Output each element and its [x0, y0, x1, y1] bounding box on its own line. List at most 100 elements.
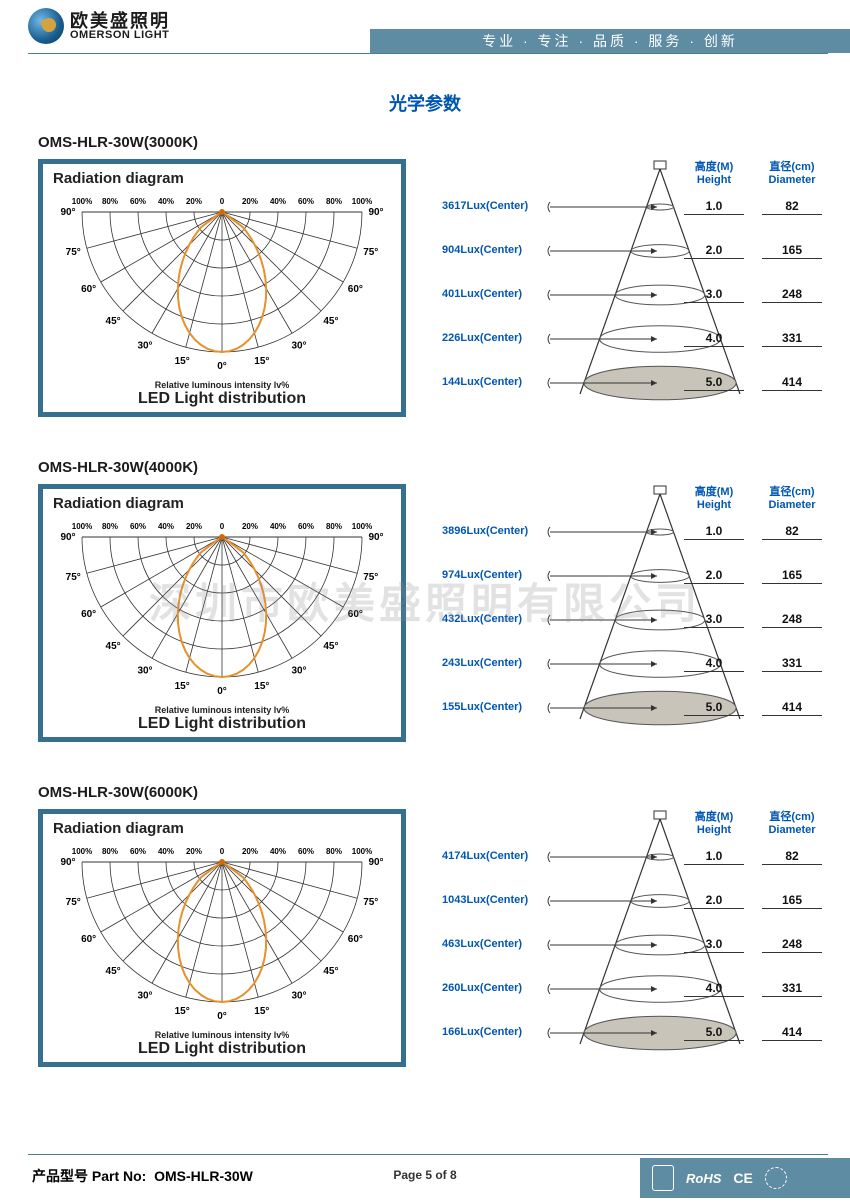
svg-text:90°: 90° — [60, 207, 75, 218]
lux-value: 226Lux(Center) — [442, 332, 522, 344]
svg-text:80%: 80% — [326, 847, 342, 856]
svg-text:0: 0 — [220, 197, 225, 206]
height-value: 1.0 — [684, 849, 744, 865]
height-value: 2.0 — [684, 568, 744, 584]
svg-text:30°: 30° — [137, 665, 152, 676]
part-number: 产品型号 Part No: OMS-HLR-30W — [32, 1166, 253, 1186]
svg-text:100%: 100% — [352, 197, 372, 206]
diameter-header: 直径(cm)Diameter — [762, 161, 822, 187]
height-value: 5.0 — [684, 375, 744, 391]
footer-badges: RoHS CE — [640, 1158, 850, 1198]
svg-text:60°: 60° — [81, 609, 96, 620]
svg-text:100%: 100% — [72, 847, 92, 856]
svg-text:0: 0 — [220, 847, 225, 856]
section-title: OMS-HLR-30W(4000K) — [38, 459, 822, 476]
spec-section: OMS-HLR-30W(6000K) Radiation diagram 100… — [38, 784, 822, 1067]
lux-value: 904Lux(Center) — [442, 244, 522, 256]
tagline-bar: 专业 · 专注 · 品质 · 服务 · 创新 — [370, 29, 850, 53]
spec-section: OMS-HLR-30W(3000K) Radiation diagram 100… — [38, 134, 822, 417]
logo-icon — [28, 8, 64, 44]
cone-data-row: 4.0331 — [684, 981, 822, 997]
height-value: 3.0 — [684, 612, 744, 628]
svg-text:60%: 60% — [298, 522, 314, 531]
svg-text:45°: 45° — [323, 316, 338, 327]
cone-data-row: 5.0 414 — [684, 1025, 822, 1041]
cone-panel: 高度(M)Height 直径(cm)Diameter 3896Lux(Cente… — [430, 484, 822, 742]
svg-text:80%: 80% — [326, 522, 342, 531]
svg-text:40%: 40% — [158, 197, 174, 206]
svg-text:0: 0 — [220, 522, 225, 531]
cone-panel: 高度(M)Height 直径(cm)Diameter 4174Lux(Cente… — [430, 809, 822, 1067]
svg-text:90°: 90° — [60, 532, 75, 543]
part-label-cn: 产品型号 — [32, 1168, 88, 1184]
svg-text:20%: 20% — [242, 847, 258, 856]
lux-value: 155Lux(Center) — [442, 701, 522, 713]
svg-text:100%: 100% — [72, 522, 92, 531]
cone-headers: 高度(M)Height 直径(cm)Diameter — [684, 486, 822, 512]
radiation-title: Radiation diagram — [53, 495, 184, 512]
svg-text:45°: 45° — [106, 966, 121, 977]
height-value: 2.0 — [684, 893, 744, 909]
diameter-value: 414 — [762, 1025, 822, 1041]
cone-data-row: 3.0248 — [684, 937, 822, 953]
svg-text:40%: 40% — [270, 847, 286, 856]
diameter-value: 82 — [762, 849, 822, 865]
cone-data-row: 2.0 165 — [684, 568, 822, 584]
svg-text:60°: 60° — [81, 934, 96, 945]
radiation-bigtitle: LED Light distribution — [43, 1040, 401, 1058]
diameter-value: 248 — [762, 612, 822, 628]
page-footer: 产品型号 Part No: OMS-HLR-30W Page 5 of 8 Ro… — [0, 1154, 850, 1202]
height-value: 3.0 — [684, 937, 744, 953]
cone-data-row: 2.0165 — [684, 243, 822, 259]
part-label-en: Part No: — [92, 1168, 146, 1184]
svg-text:100%: 100% — [352, 522, 372, 531]
svg-text:45°: 45° — [323, 966, 338, 977]
logo-text-cn: 欧美盛照明 — [70, 12, 170, 30]
svg-text:75°: 75° — [363, 897, 378, 908]
svg-text:60°: 60° — [348, 284, 363, 295]
svg-text:60%: 60% — [130, 197, 146, 206]
svg-text:20%: 20% — [186, 847, 202, 856]
radiation-bigtitle: LED Light distribution — [43, 715, 401, 733]
svg-text:75°: 75° — [66, 572, 81, 583]
cert-badge-icon — [652, 1165, 674, 1191]
diameter-value: 414 — [762, 375, 822, 391]
cone-data-row: 1.082 — [684, 199, 822, 215]
cone-data-row: 1.082 — [684, 524, 822, 540]
svg-text:80%: 80% — [102, 522, 118, 531]
page-number: Page 5 of 8 — [393, 1168, 456, 1182]
svg-text:60°: 60° — [348, 609, 363, 620]
diameter-value: 165 — [762, 893, 822, 909]
sections-container: OMS-HLR-30W(3000K) Radiation diagram 100… — [0, 134, 850, 1067]
radiation-subtitle: Relative luminous intensity lv% — [43, 705, 401, 715]
svg-text:90°: 90° — [60, 857, 75, 868]
recycle-icon — [765, 1167, 787, 1189]
svg-text:60%: 60% — [130, 522, 146, 531]
cone-data-row: 2.0 165 — [684, 893, 822, 909]
svg-text:60°: 60° — [348, 934, 363, 945]
svg-text:75°: 75° — [66, 897, 81, 908]
svg-text:15°: 15° — [175, 1006, 190, 1017]
svg-text:30°: 30° — [291, 340, 306, 351]
diameter-value: 165 — [762, 568, 822, 584]
cone-headers: 高度(M)Height 直径(cm)Diameter — [684, 161, 822, 187]
svg-text:30°: 30° — [291, 665, 306, 676]
part-no-value: OMS-HLR-30W — [154, 1168, 253, 1184]
diameter-value: 248 — [762, 287, 822, 303]
svg-text:15°: 15° — [175, 681, 190, 692]
lux-value: 3617Lux(Center) — [442, 200, 528, 212]
height-header: 高度(M)Height — [684, 486, 744, 512]
cone-data-row: 5.0 414 — [684, 375, 822, 391]
lux-value: 3896Lux(Center) — [442, 525, 528, 537]
spec-section: OMS-HLR-30W(4000K) Radiation diagram 100… — [38, 459, 822, 742]
svg-text:100%: 100% — [352, 847, 372, 856]
svg-text:0°: 0° — [217, 686, 227, 697]
cone-data-row: 4.0331 — [684, 331, 822, 347]
page-header: 欧美盛照明 OMERSON LIGHT 专业 · 专注 · 品质 · 服务 · … — [0, 0, 850, 58]
height-value: 1.0 — [684, 199, 744, 215]
height-value: 5.0 — [684, 1025, 744, 1041]
height-value: 4.0 — [684, 656, 744, 672]
svg-text:75°: 75° — [66, 247, 81, 258]
radiation-subtitle: Relative luminous intensity lv% — [43, 1030, 401, 1040]
diameter-header: 直径(cm)Diameter — [762, 486, 822, 512]
